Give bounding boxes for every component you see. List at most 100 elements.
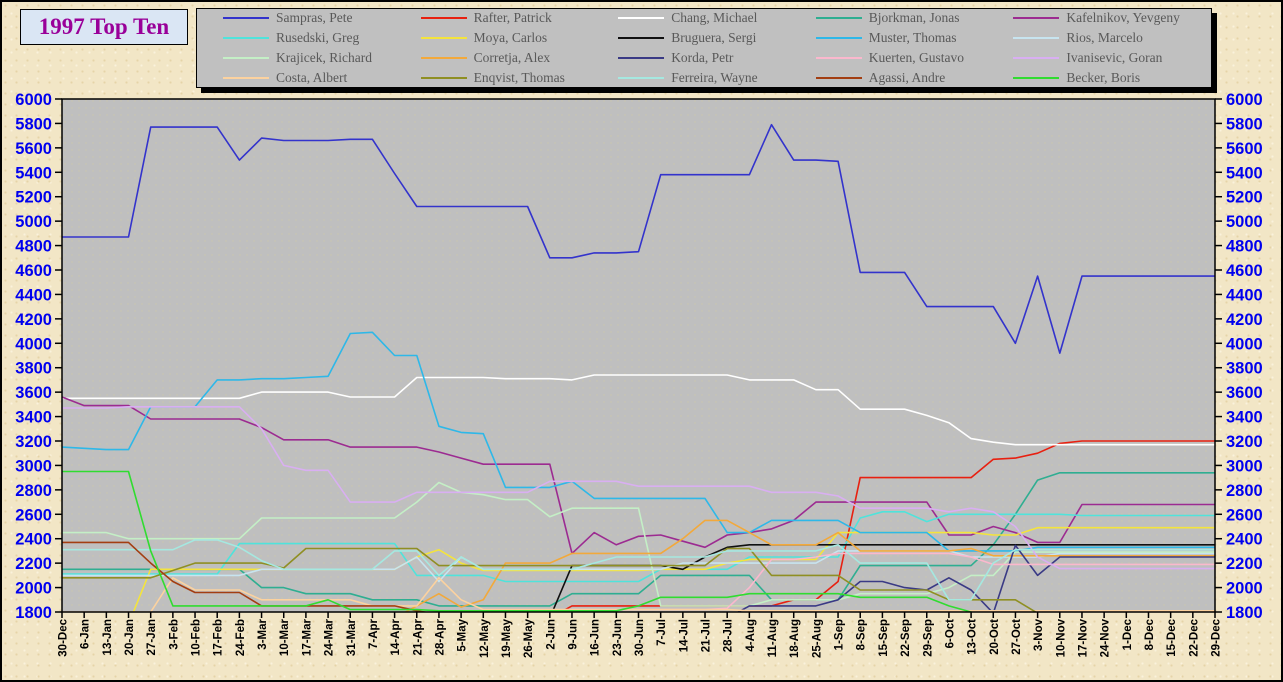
series-line-krajicek-richard (62, 481, 1215, 607)
legend-item-bjorkman-jonas: Bjorkman, Jonas (815, 8, 1014, 28)
legend-swatch-rios-marcelo (1013, 37, 1060, 39)
y-tick-label-right: 3200 (1226, 433, 1263, 451)
y-tick-label-left: 4600 (15, 262, 52, 280)
legend-label: Kuerten, Gustavo (868, 50, 965, 65)
x-tick-label: 10-Feb (191, 619, 203, 656)
x-tick-label: 21-Apr (412, 618, 424, 655)
series-line-rios-marcelo (62, 550, 1215, 583)
y-tick-label-left: 5200 (15, 189, 52, 207)
y-tick-label-left: 3400 (15, 409, 52, 427)
y-tick-label-left: 5000 (15, 213, 52, 231)
y-tick-label-right: 4000 (1226, 335, 1263, 353)
legend-label: Sampras, Pete (276, 10, 353, 25)
x-tick-label: 30-Dec (58, 618, 70, 656)
x-tick-label: 17-Mar (301, 618, 313, 656)
y-tick-label-right: 5200 (1226, 189, 1263, 207)
x-tick-label: 8-Dec (1144, 618, 1156, 650)
legend-swatch-bjorkman-jonas (815, 17, 862, 19)
y-tick-label-right: 5000 (1226, 213, 1263, 231)
legend-label: Bjorkman, Jonas (868, 10, 960, 25)
x-tick-label: 17-Nov (1077, 618, 1089, 657)
series-line-moya-carlos (132, 526, 1215, 612)
y-tick-label-right: 1800 (1226, 604, 1263, 622)
legend-label: Kafelnikov, Yevgeny (1066, 10, 1180, 25)
legend-label: Agassi, Andre (868, 70, 946, 85)
y-axis-labels: 1800 1800 2000 2000 2200 2200 2400 2400 2600 2600… (15, 91, 1262, 622)
x-tick-label: 28-Jul (723, 619, 735, 652)
legend-label: Becker, Boris (1066, 70, 1141, 85)
x-tick-label: 6-Jan (80, 619, 92, 649)
legend-label: Bruguera, Sergi (671, 30, 757, 45)
y-tick-label-right: 5800 (1226, 115, 1263, 133)
x-tick-label: 30-Jun (634, 619, 646, 656)
legend-swatch-corretja-alex (420, 57, 467, 59)
legend-item-chang-michael: Chang, Michael (618, 8, 816, 28)
legend-item-sampras-pete: Sampras, Pete (223, 8, 421, 28)
y-tick-label-left: 4000 (15, 335, 52, 353)
y-tick-label-right: 4200 (1226, 311, 1263, 329)
legend-item-moya-carlos: Moya, Carlos (420, 28, 619, 48)
x-tick-label: 27-Oct (1011, 619, 1023, 655)
x-tick-label: 16-Jun (590, 619, 602, 656)
legend-item-muster-thomas: Muster, Thomas (815, 28, 1014, 48)
y-tick-label-right: 3000 (1226, 457, 1263, 475)
legend-swatch-rusedski-greg (223, 37, 269, 39)
x-tick-label: 14-Jul (678, 619, 690, 652)
series-line-chang-michael (62, 374, 1215, 446)
legend-swatch-chang-michael (618, 17, 665, 19)
y-tick-label-right: 2200 (1226, 555, 1263, 573)
legend-swatch-ivanisevic-goran (1013, 57, 1060, 59)
legend-item-enqvist-thomas: Enqvist, Thomas (420, 68, 619, 88)
legend-item-costa-albert: Costa, Albert (223, 68, 421, 88)
y-tick-label-left: 2000 (15, 580, 52, 598)
legend-item-kuerten-gustavo: Kuerten, Gustavo (815, 48, 1014, 68)
x-tick-label: 3-Mar (257, 618, 269, 649)
legend-swatch-enqvist-thomas (420, 77, 467, 79)
x-tick-label: 25-Aug (811, 619, 823, 658)
y-tick-label-left: 6000 (15, 91, 52, 109)
y-tick-label-left: 4200 (15, 311, 52, 329)
x-tick-label: 13-Oct (967, 619, 979, 655)
y-tick-label-left: 5400 (15, 164, 52, 182)
series-line-ferreira-wayne (62, 539, 1215, 601)
series-line-becker-boris (62, 470, 974, 612)
x-tick-label: 19-May (501, 618, 513, 658)
y-tick-label-left: 4800 (15, 238, 52, 256)
y-tick-label-right: 2800 (1226, 482, 1263, 500)
legend: Sampras, Pete Rafter, Patrick Chang, Micha… (196, 8, 1212, 88)
x-tick-label: 21-Jul (701, 619, 713, 652)
y-tick-label-left: 5800 (15, 115, 52, 133)
legend-label: Moya, Carlos (473, 30, 548, 45)
x-tick-label: 20-Jan (124, 619, 136, 655)
legend-label: Muster, Thomas (868, 30, 957, 45)
legend-swatch-sampras-pete (223, 17, 269, 19)
legend-item-ivanisevic-goran: Ivanisevic, Goran (1013, 48, 1211, 68)
series-lines (62, 123, 1215, 612)
legend-swatch-krajicek-richard (223, 57, 269, 59)
x-tick-label: 18-Aug (789, 619, 801, 658)
legend-item-rios-marcelo: Rios, Marcelo (1013, 28, 1211, 48)
y-tick-label-right: 6000 (1226, 91, 1263, 109)
legend-label: Krajicek, Richard (276, 50, 372, 65)
legend-item-becker-boris: Becker, Boris (1013, 68, 1211, 88)
x-tick-label: 1-Dec (1122, 618, 1134, 650)
legend-swatch-moya-carlos (420, 37, 467, 39)
x-tick-label: 7-Jul (656, 619, 668, 646)
legend-swatch-bruguera-sergi (618, 37, 665, 39)
legend-swatch-becker-boris (1013, 77, 1060, 79)
x-tick-label: 8-Sep (856, 619, 868, 650)
y-tick-label-right: 4800 (1226, 238, 1263, 256)
chart-title: 1997 Top Ten (38, 14, 170, 39)
y-tick-label-right: 2000 (1226, 580, 1263, 598)
y-tick-label-right: 3400 (1226, 409, 1263, 427)
x-tick-label: 22-Sep (900, 619, 912, 657)
x-tick-label: 11-Aug (767, 619, 779, 657)
legend-item-rusedski-greg: Rusedski, Greg (223, 28, 421, 48)
x-tick-label: 17-Feb (213, 619, 225, 656)
y-tick-label-right: 5600 (1226, 140, 1263, 158)
legend-label: Corretja, Alex (473, 50, 551, 65)
series-line-enqvist-thomas (62, 547, 1038, 612)
legend-item-rafter-patrick: Rafter, Patrick (420, 8, 619, 28)
legend-label: Ferreira, Wayne (671, 70, 758, 85)
